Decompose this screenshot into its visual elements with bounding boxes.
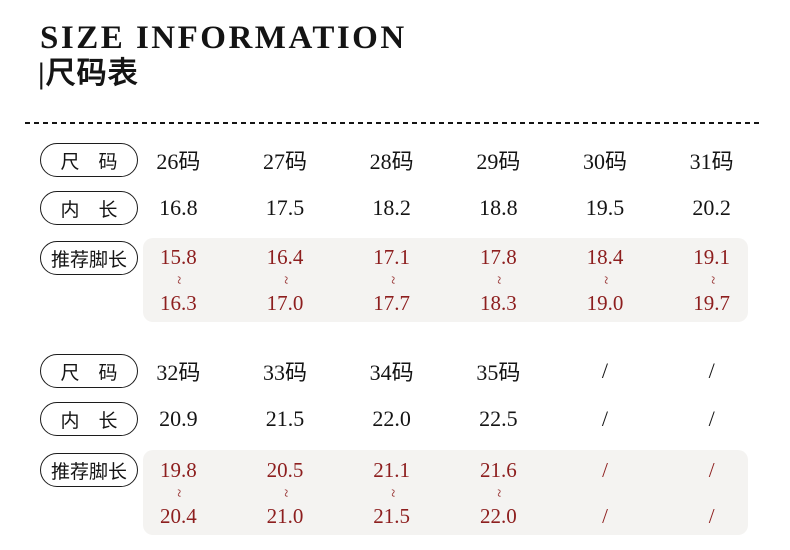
range-to: 22.0	[479, 503, 517, 528]
size-cell: 35码	[476, 360, 521, 385]
range-from: 20.5	[266, 457, 304, 482]
foot-range-cell: 17.1 ~ 17.7	[338, 238, 445, 322]
dashed-divider	[25, 122, 763, 124]
foot-length-values-group2: 19.8 ~ 20.4 20.5 ~ 21.0 21.1 ~ 21.5 21.6…	[125, 450, 765, 535]
inner-length-values-group1: 16.8 17.5 18.2 18.8 19.5 20.2	[125, 191, 765, 225]
range-from: 17.8	[479, 245, 517, 269]
page-title: SIZE INFORMATION	[40, 20, 407, 56]
inner-length-cell: 16.8	[159, 195, 198, 220]
range-to: /	[708, 503, 715, 528]
tilde-separator: ~	[383, 488, 400, 497]
tilde-separator: ~	[170, 275, 187, 285]
range-to: 17.0	[266, 291, 304, 315]
tilde-separator: ~	[276, 275, 293, 285]
range-to: 21.5	[373, 503, 411, 528]
range-from: 16.4	[266, 245, 304, 269]
foot-range-cell: 19.1 ~ 19.7	[658, 238, 765, 322]
inner-length-cell: 21.5	[265, 406, 305, 431]
size-values-group2: 32码 33码 34码 35码 / /	[125, 354, 765, 388]
size-cell: 26码	[156, 149, 201, 174]
range-to: 16.3	[159, 291, 197, 315]
range-band-background	[143, 238, 748, 322]
size-cell: 32码	[156, 360, 201, 385]
tilde-separator: ~	[490, 488, 507, 497]
inner-length-cell: 20.2	[692, 195, 731, 220]
foot-range-cell: 20.5 ~ 21.0	[232, 450, 339, 535]
inner-length-values-group2: 20.9 21.5 22.0 22.5 / /	[125, 402, 765, 436]
foot-range-cell: 19.8 ~ 20.4	[125, 450, 232, 535]
range-band-background	[143, 450, 748, 535]
range-from: 21.6	[479, 457, 517, 482]
foot-length-row-group1: 推荐脚长 15.8 ~ 16.3 16.4 ~ 17.0 17.1 ~ 17.7…	[0, 238, 790, 322]
tilde-separator: ~	[170, 488, 187, 497]
inner-length-cell: 19.5	[585, 195, 625, 220]
page-subtitle: |尺码表	[38, 57, 139, 90]
foot-range-cell: 16.4 ~ 17.0	[232, 238, 339, 322]
size-cell: 34码	[369, 360, 414, 385]
inner-length-label-pill: 内 长	[40, 402, 138, 436]
inner-length-cell: 22.0	[372, 406, 411, 431]
foot-range-cell: 17.8 ~ 18.3	[445, 238, 552, 322]
range-from: 21.1	[373, 457, 411, 482]
foot-length-row-group2: 推荐脚长 19.8 ~ 20.4 20.5 ~ 21.0 21.1 ~ 21.5…	[0, 450, 790, 535]
foot-range-cell: 18.4 ~ 19.0	[552, 238, 659, 322]
tilde-separator: ~	[490, 275, 507, 285]
range-to: 19.0	[586, 291, 624, 315]
size-cell: /	[708, 358, 715, 383]
range-from: /	[602, 457, 608, 482]
tilde-separator: ~	[276, 488, 293, 497]
range-to: 21.0	[266, 503, 304, 528]
size-label-pill: 尺 码	[40, 143, 138, 177]
foot-length-label-pill: 推荐脚长	[40, 453, 138, 487]
size-label-pill: 尺 码	[40, 354, 138, 388]
inner-length-cell: 20.9	[159, 406, 198, 431]
range-from: 15.8	[159, 245, 197, 269]
foot-range-cell: 15.8 ~ 16.3	[125, 238, 232, 322]
foot-range-cell: / /	[658, 450, 765, 535]
inner-length-cell: 22.5	[479, 406, 518, 431]
inner-length-cell: /	[601, 406, 609, 431]
inner-length-cell: 18.8	[479, 195, 518, 220]
range-from: 17.1	[373, 245, 411, 269]
foot-length-label-pill: 推荐脚长	[40, 241, 138, 275]
range-from: 18.4	[586, 245, 624, 269]
size-row-group2: 尺 码 32码 33码 34码 35码 / /	[0, 354, 790, 388]
size-cell: /	[601, 358, 609, 383]
tilde-separator: ~	[596, 275, 613, 285]
range-from: 19.8	[159, 457, 197, 482]
size-cell: 29码	[476, 149, 521, 174]
foot-length-values-group1: 15.8 ~ 16.3 16.4 ~ 17.0 17.1 ~ 17.7 17.8…	[125, 238, 765, 322]
range-to: 20.4	[159, 503, 197, 528]
range-to: /	[602, 503, 608, 528]
range-from: 19.1	[693, 245, 731, 269]
tilde-separator: ~	[703, 275, 720, 285]
inner-length-cell: 17.5	[265, 195, 305, 220]
size-row-group1: 尺 码 26码 27码 28码 29码 30码 31码	[0, 143, 790, 177]
range-from: /	[708, 457, 715, 482]
size-cell: 33码	[262, 360, 307, 385]
foot-range-cell: / /	[552, 450, 659, 535]
inner-length-cell: /	[708, 406, 715, 431]
inner-length-row-group1: 内 长 16.8 17.5 18.2 18.8 19.5 20.2	[0, 191, 790, 225]
tilde-separator: ~	[383, 275, 400, 285]
range-to: 18.3	[479, 291, 517, 315]
inner-length-row-group2: 内 长 20.9 21.5 22.0 22.5 / /	[0, 402, 790, 436]
size-cell: 27码	[262, 149, 307, 174]
range-to: 17.7	[373, 291, 411, 315]
size-cell: 28码	[369, 149, 414, 174]
inner-length-label-pill: 内 长	[40, 191, 138, 225]
size-cell: 31码	[689, 149, 734, 174]
foot-range-cell: 21.6 ~ 22.0	[445, 450, 552, 535]
size-values-group1: 26码 27码 28码 29码 30码 31码	[125, 143, 765, 177]
range-to: 19.7	[693, 291, 731, 315]
size-cell: 30码	[582, 149, 627, 174]
inner-length-cell: 18.2	[372, 195, 411, 220]
foot-range-cell: 21.1 ~ 21.5	[338, 450, 445, 535]
